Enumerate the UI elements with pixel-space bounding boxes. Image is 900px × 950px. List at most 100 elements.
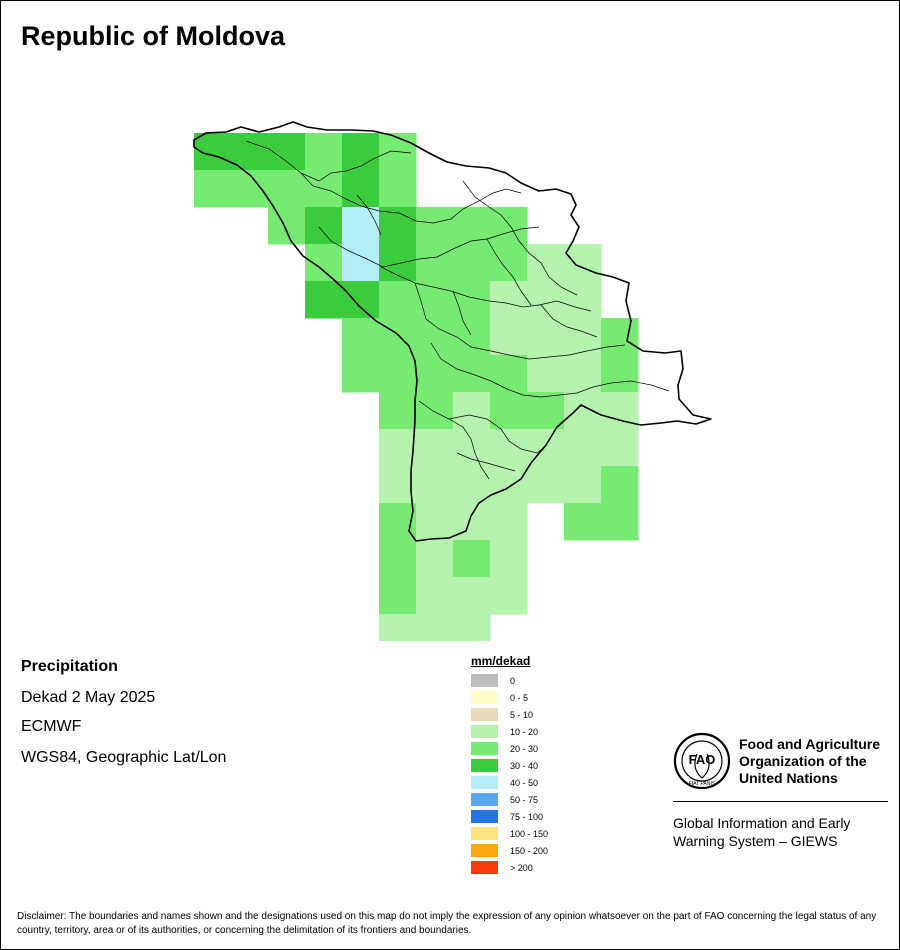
fao-logo-motto: FIAT PANIS [689,781,716,787]
grid-cell [564,392,602,430]
precipitation-map [193,121,712,641]
grid-cell [379,355,417,393]
legend-swatch [471,861,498,874]
grid-cell [601,355,639,393]
legend-item: 0 [471,672,548,689]
legend-label: 40 - 50 [510,777,539,788]
grid-cell [527,392,565,430]
legend-label: 10 - 20 [510,726,539,737]
grid-cell [453,577,491,615]
grid-cell [268,133,306,171]
legend-item: 100 - 150 [471,825,548,842]
grid-cell [342,170,380,208]
grid-cell [342,281,380,319]
grid-cell [379,281,417,319]
grid-cell [453,466,491,504]
grid-cell [416,503,454,541]
legend-label: 150 - 200 [510,845,549,856]
grid-cell [379,392,417,430]
legend-swatch [471,759,498,772]
legend-item: 20 - 30 [471,740,548,757]
organization-divider [673,801,888,802]
legend-title: mm/dekad [471,654,531,668]
legend-label: 5 - 10 [510,709,534,720]
grid-cell [194,133,232,171]
grid-cell [490,540,528,578]
legend-item: 75 - 100 [471,808,548,825]
grid-cell [453,244,491,282]
grid-cell [453,614,491,641]
grid-cell [416,540,454,578]
legend-swatch [471,810,498,823]
legend-item: 10 - 20 [471,723,548,740]
grid-cell [231,170,269,208]
system-name-line-2: Warning System – GIEWS [673,833,838,849]
grid-cell [342,355,380,393]
grid-cell [416,355,454,393]
grid-cell [490,429,528,467]
grid-cell [379,170,417,208]
grid-cell [416,318,454,356]
variable-heading: Precipitation [21,658,118,675]
grid-cell [601,503,639,541]
legend-item: 5 - 10 [471,706,548,723]
organization-name-line-2: Organization of the [739,753,867,769]
fao-logo-icon: FAO FIAT PANIS [673,732,731,790]
legend-item: 50 - 75 [471,791,548,808]
grid-cell [490,318,528,356]
legend-label: > 200 [510,862,533,873]
grid-cell [416,281,454,319]
grid-cell [379,207,417,245]
grid-cell [601,318,639,356]
grid-cell [416,392,454,430]
legend-item: 30 - 40 [471,757,548,774]
grid-cell [490,244,528,282]
legend-swatch [471,793,498,806]
grid-cell [490,392,528,430]
grid-cell [379,429,417,467]
legend-swatch [471,691,498,704]
grid-cell [416,577,454,615]
grid-cell [379,614,417,641]
grid-cell [416,466,454,504]
grid-cell [305,244,343,282]
legend-swatch [471,827,498,840]
grid-cell [268,170,306,208]
grid-cell [564,429,602,467]
grid-cell [564,244,602,282]
legend-label: 30 - 40 [510,760,539,771]
grid-cell [416,614,454,641]
district-borders [245,140,670,480]
grid-cell [453,540,491,578]
grid-cell [379,540,417,578]
grid-cell [268,207,306,245]
grid-cell [416,207,454,245]
precipitation-grid [194,133,639,641]
grid-cell [564,466,602,504]
grid-cell [527,281,565,319]
legend-item: > 200 [471,859,548,876]
grid-cell [305,133,343,171]
legend-swatch [471,725,498,738]
grid-cell [379,577,417,615]
grid-cell [490,577,528,615]
grid-cell [453,281,491,319]
fao-logo-text: FAO [689,752,716,767]
legend-label: 0 [510,675,516,686]
organization-name-line-3: United Nations [739,770,838,786]
grid-cell [527,244,565,282]
grid-cell [490,355,528,393]
grid-cell [601,429,639,467]
projection-label: WGS84, Geographic Lat/Lon [21,749,227,766]
legend-swatch [471,708,498,721]
grid-cell [564,355,602,393]
grid-cell [490,466,528,504]
disclaimer-text: Disclaimer: The boundaries and names sho… [17,911,877,936]
grid-cell [490,503,528,541]
model-label: ECMWF [21,718,82,735]
grid-cell [305,207,343,245]
grid-cell [305,281,343,319]
grid-cell [564,503,602,541]
grid-cell [490,207,528,245]
legend-label: 100 - 150 [510,828,549,839]
